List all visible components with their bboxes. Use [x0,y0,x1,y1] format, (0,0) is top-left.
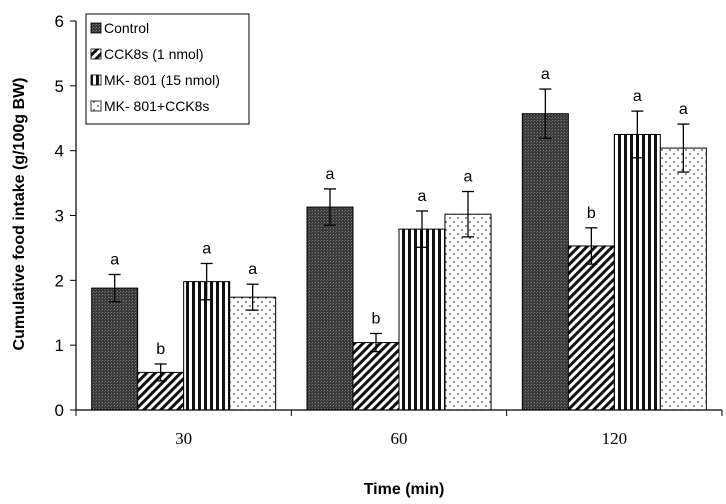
legend-swatch [90,48,102,60]
significance-label: a [633,88,642,105]
y-tick-label: 3 [55,207,64,226]
bar [306,206,354,411]
legend-swatch [90,100,102,112]
x-tick-label: 60 [391,429,408,448]
x-tick-label: 30 [175,429,192,448]
bar [567,245,615,411]
significance-label: a [248,261,257,278]
bar [444,213,492,411]
legend-swatch [90,74,102,86]
y-tick-label: 1 [55,336,64,355]
bar [229,296,277,411]
significance-label: a [110,251,119,268]
legend-swatch [90,22,102,34]
significance-label: b [372,310,381,327]
legend-label: MK- 801+CCK8s [104,98,209,114]
y-tick-label: 5 [55,77,64,96]
legend-label: Control [104,20,149,36]
bar [352,342,400,411]
y-tick-label: 6 [55,12,64,31]
bar [521,113,569,411]
significance-labels-layer: a a a b b b a a a a a a [110,66,688,358]
y-tick-label: 2 [55,271,64,290]
x-axis-ticks: 30 60 120 [75,410,723,448]
significance-label: a [464,169,473,186]
y-axis-ticks: 0 1 2 3 4 5 6 [55,12,76,420]
y-tick-label: 4 [55,142,64,161]
y-tick-label: 0 [55,401,64,420]
significance-label: b [156,341,165,358]
bar [183,281,231,411]
legend-label: CCK8s (1 nmol) [104,46,204,62]
significance-label: a [418,188,427,205]
legend-label: MK- 801 (15 nmol) [104,72,220,88]
x-tick-label: 120 [602,429,628,448]
bar [91,287,139,411]
significance-label: a [326,166,335,183]
x-axis-title: Time (min) [364,481,445,498]
significance-label: a [541,66,550,83]
significance-label: a [679,101,688,118]
bar [398,228,446,411]
bar [613,133,661,411]
significance-label: a [202,240,211,257]
y-axis-title: Cumulative food intake (g/100g BW) [11,78,28,351]
legend-box [85,13,250,125]
bars-layer [91,113,707,411]
legend: Control CCK8s (1 nmol) MK- 801 (15 nmol) MK… [85,13,250,125]
bar [659,147,707,411]
error-bars-layer [108,88,690,382]
significance-label: b [587,205,596,222]
